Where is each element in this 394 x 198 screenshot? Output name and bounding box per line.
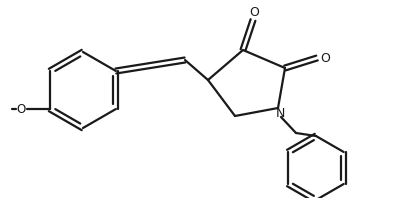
Text: O: O xyxy=(17,103,26,115)
Text: N: N xyxy=(275,107,285,120)
Text: O: O xyxy=(320,51,330,65)
Text: O: O xyxy=(249,6,259,18)
